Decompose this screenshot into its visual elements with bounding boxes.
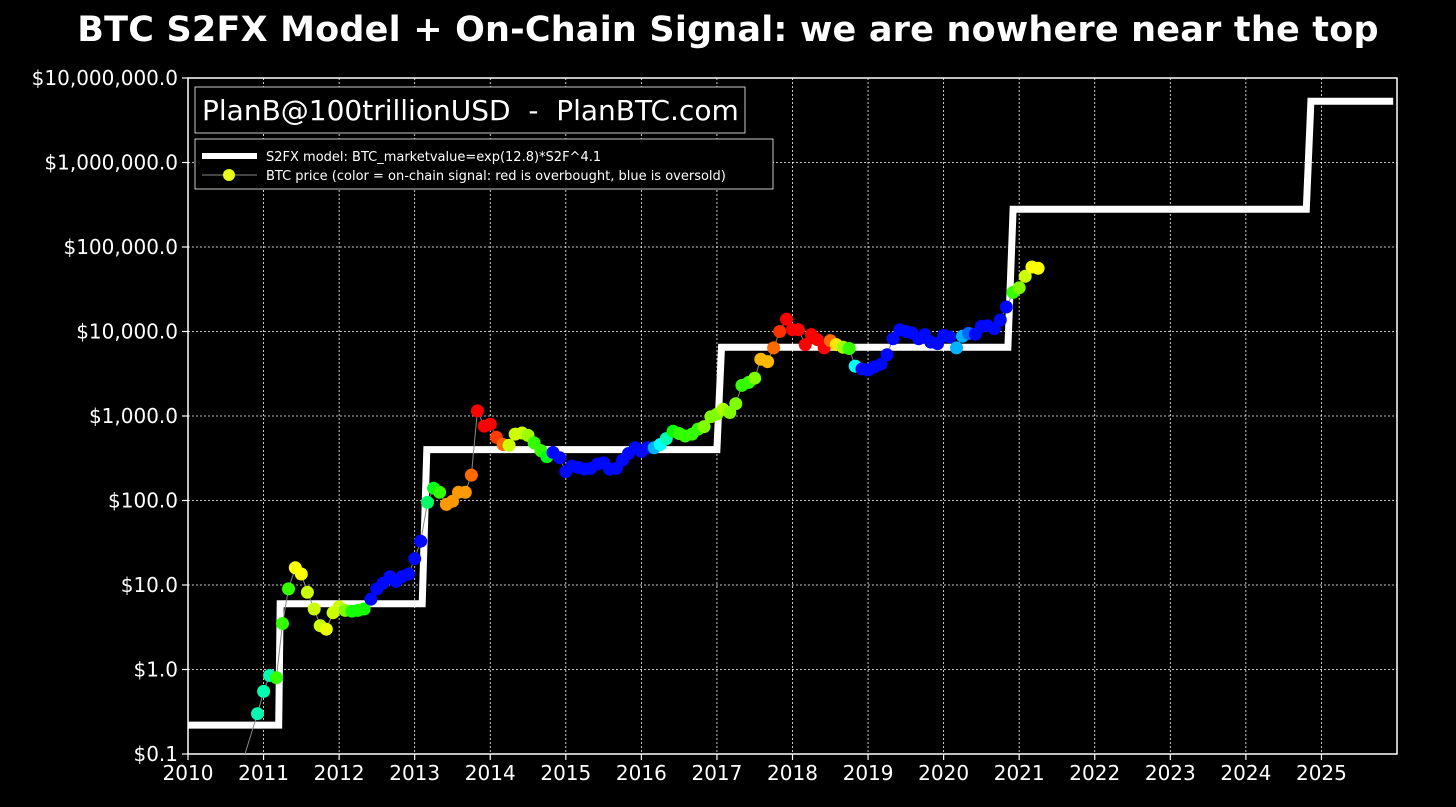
series-layer	[188, 97, 1394, 754]
btc-price-point	[282, 582, 295, 596]
btc-price-point	[502, 438, 516, 452]
btc-price-point	[780, 312, 793, 326]
btc-price-point	[483, 417, 497, 431]
btc-price-point	[950, 341, 963, 355]
x-tick-label: 2023	[1145, 761, 1196, 785]
plot-frame	[187, 77, 1398, 755]
y-tick-label: $100.0	[108, 489, 178, 513]
btc-price-point	[553, 451, 567, 465]
btc-price-point	[697, 420, 711, 434]
btc-price-point	[1031, 261, 1045, 275]
chart-title: BTC S2FX Model + On-Chain Signal: we are…	[77, 10, 1379, 50]
x-axis-tick-labels: 2010 2011 2012 2013 2014 2015 2016 2017 2018 2019…	[163, 761, 1347, 785]
credit-box	[194, 86, 746, 134]
btc-price-point	[257, 684, 271, 698]
btc-price-point	[402, 567, 416, 581]
btc-price-point	[470, 404, 484, 418]
btc-price-point	[408, 552, 422, 566]
y-tick-label: $10,000.0	[76, 320, 178, 344]
btc-price-point	[464, 468, 478, 482]
btc-price-point	[307, 602, 321, 616]
btc-price-point	[943, 330, 957, 344]
btc-price-point	[792, 323, 805, 337]
x-tick-label: 2020	[918, 761, 969, 785]
btc-price-point	[748, 371, 762, 385]
x-tick-label: 2012	[314, 761, 365, 785]
x-tick-label: 2014	[465, 761, 516, 785]
btc-price-point	[761, 355, 775, 369]
btc-price-point	[999, 300, 1013, 314]
y-tick-label: $10,000,000.0	[32, 66, 178, 90]
x-tick-label: 2013	[389, 761, 440, 785]
legend-model-label: S2FX model: BTC_marketvalue=exp(12.8)*S2…	[266, 150, 601, 165]
x-tick-label: 2010	[163, 761, 214, 785]
legend-price-swatch-marker	[223, 169, 235, 181]
y-tick-label: $10.0	[121, 573, 178, 597]
x-tick-label: 2016	[616, 761, 667, 785]
y-tick-label: $0.1	[133, 742, 178, 766]
btc-price-point	[364, 592, 378, 606]
btc-price-point	[421, 495, 434, 509]
btc-price-point	[767, 341, 781, 355]
btc-price-point	[357, 602, 371, 616]
btc-price-point	[276, 617, 289, 630]
btc-price-point	[729, 397, 743, 411]
btc-price-point	[1012, 281, 1026, 295]
legend-price-label: BTC price (color = on-chain signal: red …	[266, 169, 726, 184]
btc-price-point	[773, 325, 787, 338]
x-tick-label: 2021	[994, 761, 1045, 785]
btc-price-point	[798, 338, 812, 352]
x-tick-label: 2025	[1296, 761, 1347, 785]
x-tick-label: 2019	[843, 761, 894, 785]
credit-text: PlanB@100trillionUSD - PlanBTC.com	[202, 94, 739, 127]
s2fx-model-line	[188, 97, 1394, 729]
x-tick-label: 2024	[1220, 761, 1271, 785]
btc-price-point	[319, 622, 333, 636]
x-tick-label: 2011	[238, 761, 289, 785]
btc-price-point	[269, 671, 283, 685]
x-tick-label: 2015	[540, 761, 591, 785]
y-tick-label: $1,000,000.0	[44, 151, 178, 175]
btc-price-point	[433, 485, 447, 499]
legend-box	[194, 138, 774, 190]
btc-price-point	[300, 585, 314, 599]
x-tick-label: 2022	[1069, 761, 1120, 785]
btc-price-point	[880, 348, 894, 362]
legend: S2FX model: BTC_marketvalue=exp(12.8)*S2…	[194, 138, 774, 190]
btc-price-point	[993, 313, 1007, 327]
btc-price-point	[886, 332, 900, 346]
y-axis-tick-labels: $0.1 $1.0 $10.0 $100.0 $1,000.0 $10,000.0 $100…	[32, 66, 178, 766]
btc-price-point	[842, 342, 856, 355]
btc-price-point	[874, 357, 888, 371]
x-tick-label: 2018	[767, 761, 818, 785]
btc-price-point	[414, 534, 428, 548]
btc-price-point	[458, 485, 472, 499]
x-tick-label: 2017	[691, 761, 742, 785]
btc-price-point	[294, 567, 308, 581]
y-tick-label: $1.0	[133, 658, 178, 682]
btc-price-point	[1018, 269, 1032, 283]
y-tick-label: $100,000.0	[63, 235, 178, 259]
btc-price-point	[251, 707, 264, 721]
y-tick-label: $1,000.0	[89, 404, 178, 428]
